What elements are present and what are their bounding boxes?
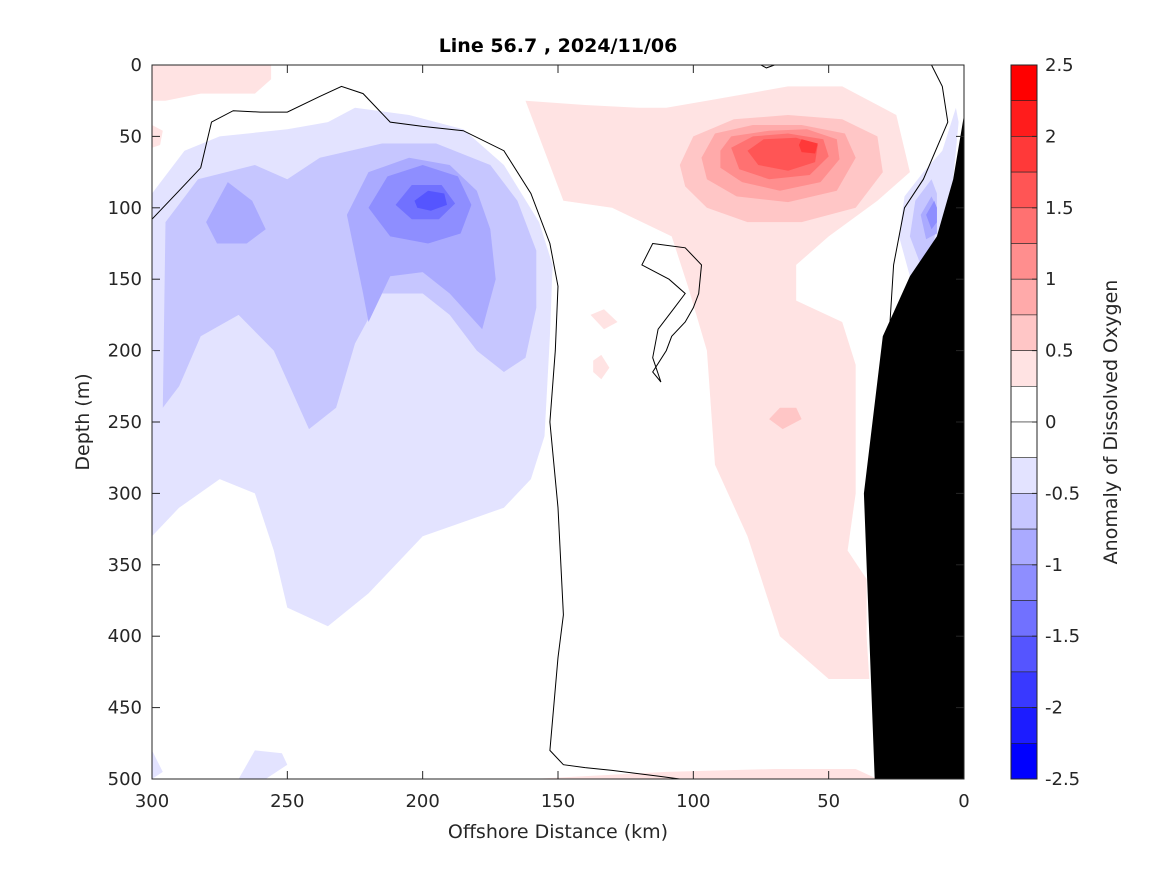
colorbar-tick-label: -0.5 bbox=[1045, 483, 1080, 504]
y-axis: 0 50 100 150 200 250 300 350 400 450 500 bbox=[108, 55, 964, 790]
colorbar-swatch bbox=[1010, 314, 1038, 351]
colorbar-swatch bbox=[1010, 421, 1038, 459]
colorbar-swatch bbox=[1010, 528, 1038, 566]
colorbar-swatch bbox=[1010, 635, 1038, 673]
colorbar-tick-label: -1 bbox=[1045, 555, 1063, 576]
x-axis-label: Offshore Distance (km) bbox=[448, 821, 668, 843]
colorbar bbox=[1010, 64, 1038, 780]
colorbar-tick-label: 1.5 bbox=[1045, 198, 1074, 219]
bottom-edge-negative-spot bbox=[152, 750, 163, 779]
bathymetry-layer bbox=[863, 115, 964, 779]
y-axis-label: Depth (m) bbox=[72, 373, 94, 470]
east-175-band bbox=[798, 139, 818, 154]
colorbar-swatch bbox=[1010, 207, 1038, 244]
colorbar-swatch bbox=[1010, 493, 1038, 530]
y-tick-label: 350 bbox=[108, 555, 142, 576]
zero-contour-west bbox=[152, 85, 680, 779]
colorbar-axis: 2.5 2 1.5 1 0.5 0 -0.5 -1 -1.5 -2 -2.5 bbox=[1032, 55, 1080, 790]
colorbar-swatch bbox=[1010, 100, 1038, 137]
colorbar-swatch bbox=[1010, 385, 1038, 423]
deep-half-band-spot bbox=[769, 407, 802, 430]
shelf-minus-1-band bbox=[926, 200, 937, 230]
x-tick-label: 250 bbox=[270, 791, 304, 812]
bathymetry-mask bbox=[863, 115, 964, 779]
west-minus-075-band bbox=[206, 182, 266, 244]
mid-positive-spot-c bbox=[593, 354, 610, 380]
top-left-positive-anomaly bbox=[152, 65, 272, 101]
x-axis: 300 250 200 150 100 50 0 bbox=[135, 65, 970, 812]
colorbar-tick-label: -2 bbox=[1045, 698, 1063, 719]
colorbar-swatch bbox=[1010, 564, 1038, 601]
colorbar-label: Anomaly of Dissolved Oxygen bbox=[1100, 280, 1122, 565]
colorbar-tick-label: 0 bbox=[1045, 412, 1056, 433]
colorbar-tick-label: 1 bbox=[1045, 269, 1056, 290]
zero-contour-closed-loop bbox=[641, 242, 703, 383]
colorbar-tick-label: 2 bbox=[1045, 126, 1056, 147]
x-tick-label: 0 bbox=[958, 791, 969, 812]
y-tick-label: 400 bbox=[108, 626, 142, 647]
colorbar-swatch bbox=[1010, 350, 1038, 387]
x-tick-label: 150 bbox=[541, 791, 575, 812]
x-tick-label: 200 bbox=[405, 791, 439, 812]
mid-positive-spot-b bbox=[590, 309, 618, 330]
colorbar-swatch bbox=[1010, 171, 1038, 209]
y-tick-label: 250 bbox=[108, 412, 142, 433]
colorbar-swatch bbox=[1010, 278, 1038, 316]
x-tick-label: 100 bbox=[676, 791, 710, 812]
colorbar-swatch bbox=[1010, 600, 1038, 637]
colorbar-swatch bbox=[1010, 707, 1038, 744]
colorbar-swatch bbox=[1010, 136, 1038, 173]
x-tick-label: 300 bbox=[135, 791, 169, 812]
mid-positive-spot-a bbox=[617, 127, 661, 154]
y-tick-label: 50 bbox=[119, 126, 142, 147]
zero-contour-east bbox=[760, 65, 775, 69]
y-tick-label: 500 bbox=[108, 769, 142, 790]
core-minus-15-band bbox=[414, 190, 447, 211]
colorbar-tick-label: -2.5 bbox=[1045, 769, 1080, 790]
y-tick-label: 450 bbox=[108, 698, 142, 719]
colorbar-tick-label: 2.5 bbox=[1045, 55, 1074, 76]
x-tick-label: 50 bbox=[817, 791, 840, 812]
colorbar-swatch bbox=[1010, 671, 1038, 708]
anomaly-filled-contours bbox=[152, 65, 959, 779]
y-tick-label: 300 bbox=[108, 483, 142, 504]
chart-title: Line 56.7 , 2024/11/06 bbox=[439, 35, 678, 57]
colorbar-swatch bbox=[1010, 457, 1038, 494]
y-tick-label: 0 bbox=[131, 55, 142, 76]
y-tick-label: 200 bbox=[108, 341, 142, 362]
colorbar-swatch bbox=[1010, 243, 1038, 280]
y-tick-label: 100 bbox=[108, 198, 142, 219]
colorbar-tick-label: 0.5 bbox=[1045, 341, 1074, 362]
bottom-left-negative-spot bbox=[238, 750, 288, 779]
colorbar-tick-label: -1.5 bbox=[1045, 626, 1080, 647]
y-tick-label: 150 bbox=[108, 269, 142, 290]
colorbar-swatch bbox=[1010, 742, 1038, 780]
east-positive-anomaly bbox=[525, 86, 910, 679]
bottom-positive-anomaly bbox=[530, 769, 878, 779]
colorbar-swatch bbox=[1010, 64, 1038, 102]
